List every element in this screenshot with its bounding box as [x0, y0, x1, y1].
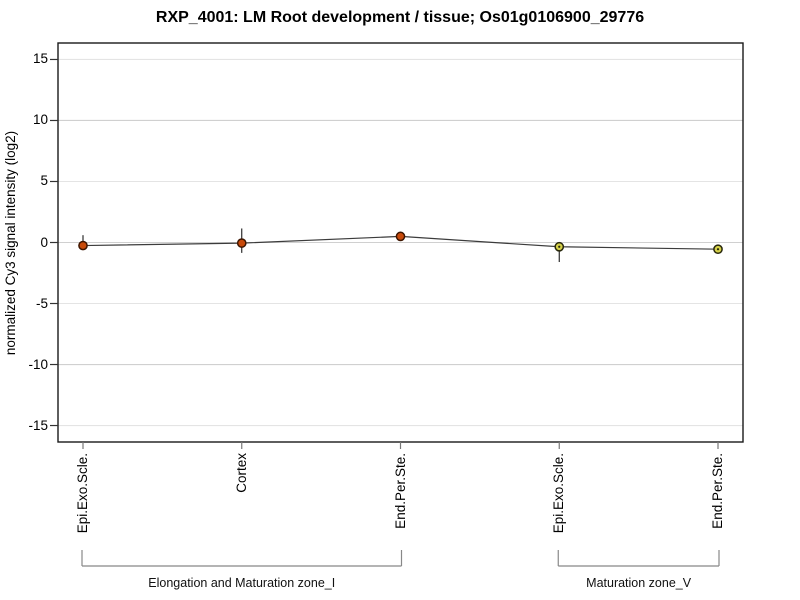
data-point-center	[558, 245, 561, 248]
y-tick-label: 5	[40, 173, 48, 189]
y-tick-label: -10	[28, 356, 48, 372]
chart-title: RXP_4001: LM Root development / tissue; …	[155, 9, 645, 26]
y-tick-label: 10	[32, 112, 48, 128]
y-tick-label: 15	[32, 51, 48, 67]
y-tick-label: -15	[28, 417, 48, 433]
group-label: Maturation zone_V	[586, 576, 692, 590]
data-point	[78, 240, 88, 251]
data-point-center	[716, 248, 720, 251]
group-label: Elongation and Maturation zone_I	[148, 576, 336, 590]
y-tick-label: 0	[40, 234, 48, 250]
data-point	[395, 231, 406, 242]
data-point	[236, 238, 247, 248]
y-tick-label: -5	[35, 295, 48, 311]
